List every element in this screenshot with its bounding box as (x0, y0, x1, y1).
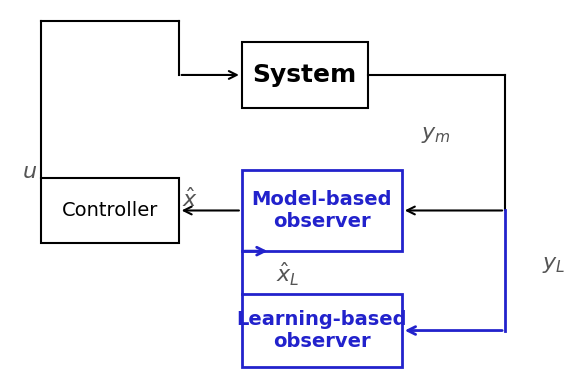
FancyBboxPatch shape (242, 42, 367, 108)
Text: Model-based
observer: Model-based observer (252, 190, 392, 231)
Text: $y_m$: $y_m$ (421, 125, 451, 145)
Text: $u$: $u$ (22, 162, 37, 182)
Text: System: System (252, 63, 357, 87)
FancyBboxPatch shape (242, 170, 402, 251)
FancyBboxPatch shape (41, 177, 179, 243)
Text: Controller: Controller (62, 201, 158, 220)
Text: $\hat{x}$: $\hat{x}$ (182, 187, 198, 211)
Text: Learning-based
observer: Learning-based observer (236, 310, 407, 351)
FancyBboxPatch shape (242, 294, 402, 367)
Text: $\hat{x}_L$: $\hat{x}_L$ (275, 261, 300, 288)
Text: $y_L$: $y_L$ (542, 255, 565, 275)
